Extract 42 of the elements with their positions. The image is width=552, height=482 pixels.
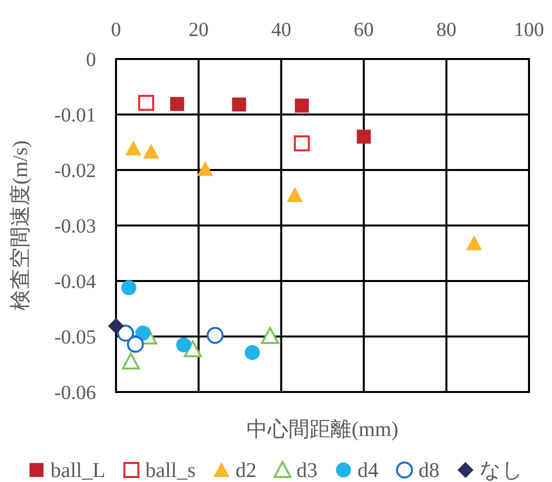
point (206, 326, 224, 344)
point (232, 98, 246, 112)
legend-label: d2 (236, 458, 256, 482)
x-tick-label: 60 (354, 19, 374, 41)
point (143, 144, 160, 159)
x-tick-label: 80 (436, 19, 456, 41)
point (244, 345, 260, 360)
point (135, 326, 150, 341)
legend-label: d3 (296, 458, 318, 482)
point (356, 130, 371, 144)
point (197, 160, 214, 176)
y-tick-label: -0.02 (54, 160, 96, 182)
x-axis-title: 中心間距離(mm) (246, 417, 398, 441)
point (138, 94, 154, 111)
y-tick-label: -0.04 (54, 271, 96, 293)
x-tick-label: 20 (188, 19, 209, 41)
legend-label: ball_L (50, 458, 106, 482)
point (294, 98, 309, 113)
y-tick-label: -0.06 (54, 382, 96, 404)
point (126, 336, 144, 353)
point (125, 140, 142, 156)
y-tick-label: -0.03 (54, 216, 96, 238)
x-tick-label: 0 (111, 19, 121, 41)
point (176, 337, 192, 352)
legend-label: ball_s (145, 458, 196, 482)
point (121, 280, 136, 296)
x-tick-label: 40 (271, 19, 292, 41)
point (184, 340, 202, 358)
point (466, 235, 482, 250)
y-tick-label: -0.05 (54, 326, 96, 348)
point (261, 326, 280, 344)
point (170, 96, 184, 111)
point (286, 186, 303, 202)
point (294, 135, 310, 152)
y-tick-label: 0 (86, 49, 96, 71)
y-axis-title: 検査空間速度(m/s) (8, 140, 32, 311)
x-tick-label: 100 (514, 19, 544, 41)
legend-label: d8 (418, 458, 440, 482)
point (122, 352, 140, 370)
legend-label: なし (480, 458, 524, 482)
y-tick-label: -0.01 (54, 104, 96, 126)
legend-label: d4 (358, 458, 379, 482)
